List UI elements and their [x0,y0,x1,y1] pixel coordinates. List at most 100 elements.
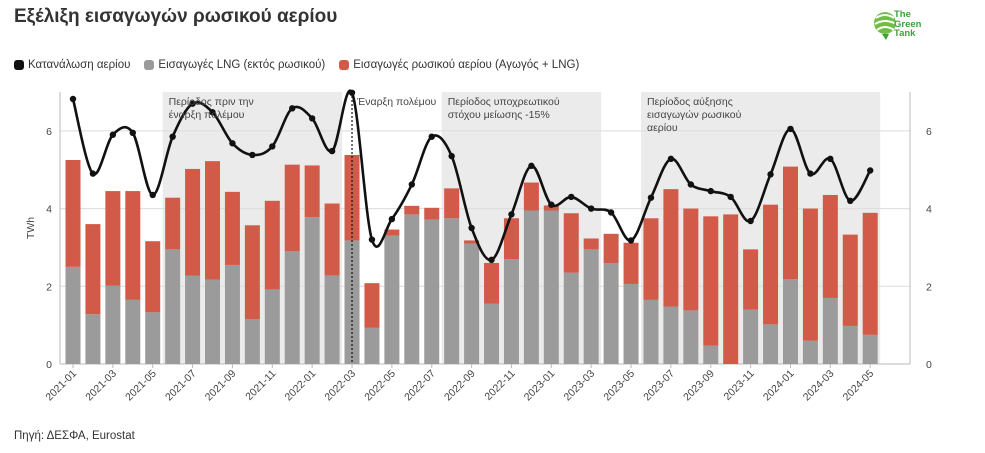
consumption-point [787,125,794,133]
bar-russian [503,218,519,260]
bar-lng [862,334,878,364]
y-tick-label-right: 6 [926,126,932,138]
consumption-point [69,95,77,103]
x-tick-label: 2021-03 [83,368,119,404]
bar-russian [484,262,500,304]
bar-lng [105,285,121,364]
x-tick-label: 2022-05 [362,368,398,404]
legend-label: Κατανάλωση αερίου [28,59,131,71]
x-tick-label: 2022-01 [283,368,319,404]
bar-russian [802,208,818,341]
x-tick-label: 2021-07 [163,368,199,404]
consumption-point [627,237,635,244]
bar-lng [842,325,858,364]
bar-lng [583,249,599,364]
consumption-point [269,143,276,150]
consumption-point [89,170,97,177]
legend-item-consumption: Κατανάλωση αερίου [14,59,130,71]
bar-lng [743,309,759,364]
bar-lng [643,299,659,364]
consumption-point [667,155,675,163]
bar-russian [703,216,719,346]
source-note: Πηγή: ΔΕΣΦΑ, Eurostat [14,430,135,442]
legend-item-russian: Εισαγωγές ρωσικού αερίου (Αγωγός + LNG) [339,59,579,71]
y-tick-label-right: 0 [926,359,932,371]
bar-russian [663,189,679,307]
bar-russian [523,182,539,211]
bar-russian [563,213,579,273]
bar-russian [364,283,380,328]
bar-lng [523,210,539,364]
period-label: Περίοδος πριν την [169,96,254,108]
consumption-point [308,115,316,122]
bar-lng [444,218,460,364]
consumption-point [328,147,336,155]
period-label: στόχου μείωσης -15% [448,109,550,121]
bar-russian [543,205,559,211]
bar-russian [822,194,838,298]
leaf-globe-icon [874,12,897,40]
x-tick-label: 2022-09 [442,368,478,404]
bar-russian [205,161,221,280]
y-tick-label-right: 2 [926,281,932,293]
bar-russian [384,229,400,236]
bar-lng [404,214,420,364]
bar-russian [842,234,858,326]
x-tick-label: 2021-01 [43,368,79,404]
consumption-point [468,224,475,232]
consumption-point [388,215,396,223]
legend-item-lng: Εισαγωγές LNG (εκτός ρωσικού) [144,59,325,71]
consumption-point [508,211,515,218]
period-label: αερίου [647,122,678,134]
consumption-point [149,191,156,199]
period-shade [641,92,881,364]
bar-lng [284,251,300,364]
bar-lng [65,266,81,364]
bar-russian [603,233,619,263]
consumption-point [707,187,714,195]
consumption-point [428,133,435,140]
legend-label: Εισαγωγές ρωσικού αερίου (Αγωγός + LNG) [353,59,580,71]
consumption-point [747,217,754,225]
period-label: εισαγωγών ρωσικού [647,109,742,121]
bar-lng [782,279,798,364]
x-tick-label: 2022-03 [322,368,358,404]
x-tick-label: 2021-11 [243,368,278,403]
bar-lng [623,283,639,364]
bar-russian [643,218,659,300]
bar-lng [384,235,400,364]
bar-russian [583,238,599,250]
bar-russian [623,242,639,284]
bar-lng [344,240,360,364]
period-label: Περίοδος υποχρεωτικού [448,96,560,108]
consumption-point [488,256,495,264]
legend-swatch-consumption [14,60,24,70]
x-tick-label: 2023-05 [601,368,637,404]
bar-lng [165,249,181,364]
bar-lng [424,219,440,364]
bar-lng [683,310,699,364]
bar-lng [185,275,201,364]
x-tick-label: 2023-11 [722,368,757,403]
x-tick-label: 2024-01 [761,368,797,404]
y-axis-label: TWh [25,217,37,239]
bar-russian [404,205,420,215]
bar-lng [125,299,141,364]
bar-russian [264,200,280,290]
bar-russian [324,203,340,276]
bar-russian [782,166,798,280]
y-tick-label-right: 4 [926,204,932,216]
x-tick-label: 2022-07 [402,368,438,404]
period-label: έναρξη πολέμου [169,109,245,121]
bar-lng [85,314,101,364]
consumption-point [408,181,416,188]
x-tick-label: 2023-01 [522,368,558,404]
bar-russian [85,224,101,315]
bar-lng [763,324,779,364]
x-tick-label: 2023-03 [562,368,598,404]
bar-lng [503,259,519,364]
bar-russian [862,212,878,335]
bar-russian [284,164,300,252]
bar-lng [563,272,579,364]
